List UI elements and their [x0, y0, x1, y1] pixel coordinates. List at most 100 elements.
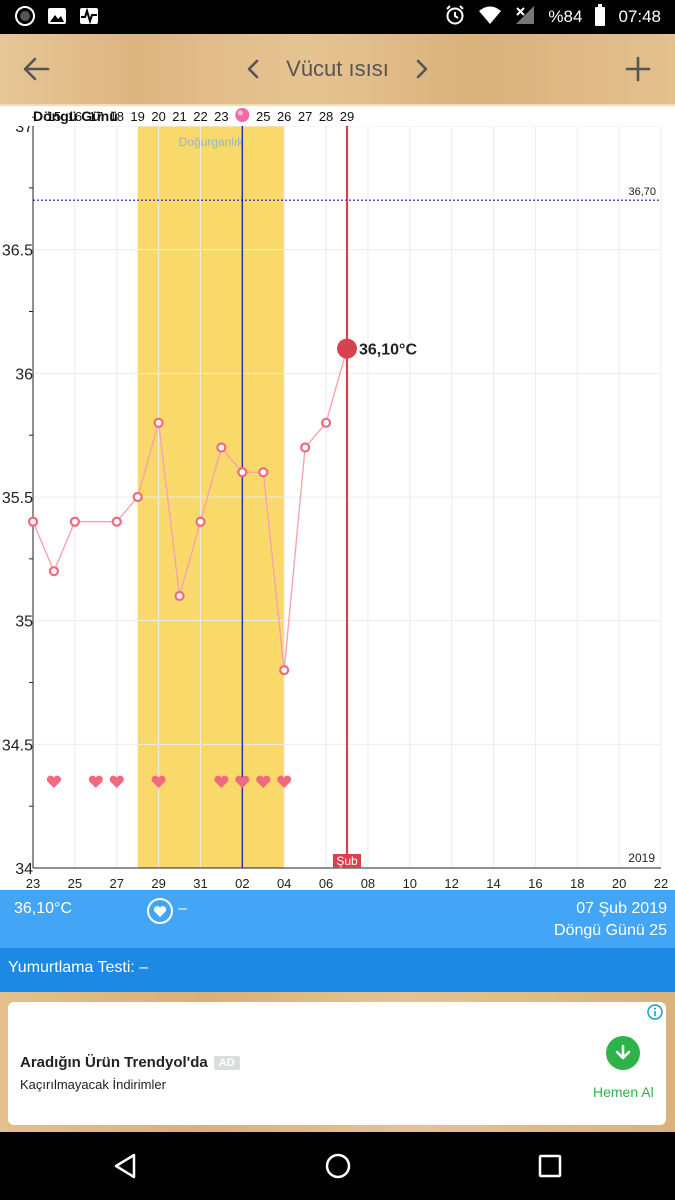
- data-point: [300, 442, 311, 453]
- ad-container: Aradığın Ürün Trendyol'da AD Kaçırılmayac…: [0, 992, 675, 1132]
- ad-title[interactable]: Aradığın Ürün Trendyol'da AD: [20, 1054, 240, 1071]
- activity-icon: [78, 5, 100, 27]
- x-tick-label: 31: [193, 876, 207, 890]
- selected-data-point: [337, 338, 357, 359]
- fertility-label: Doğurganlık: [179, 135, 245, 149]
- x-tick-label: 04: [277, 876, 291, 890]
- data-point: [279, 665, 290, 676]
- y-tick-label: 36.5: [2, 243, 33, 260]
- battery-icon: [594, 3, 606, 31]
- x-tick-label: 14: [486, 876, 500, 890]
- year-label: 2019: [628, 851, 655, 865]
- clock: 07:48: [618, 7, 661, 26]
- selected-date: 07 Şub 2019: [576, 900, 667, 917]
- cycle-day-number: 23: [214, 109, 228, 124]
- data-point: [69, 516, 80, 527]
- cycle-day-number: 18: [109, 109, 123, 124]
- heart-icon[interactable]: [147, 898, 173, 924]
- ad-title-text: Aradığın Ürün Trendyol'da: [20, 1054, 208, 1071]
- ad-badge: AD: [213, 1056, 240, 1071]
- cycle-day-number: 29: [340, 109, 354, 124]
- temperature-chart[interactable]: Doğurganlık 37 36.5 36 35.5 35 34.5 34 23 25 27 29…: [0, 106, 675, 891]
- toolbar: Vücut ısısı: [0, 34, 675, 107]
- x-tick-label: 22: [654, 876, 668, 890]
- cycle-day-number: 17: [89, 109, 103, 124]
- recents-square-icon[interactable]: [536, 1152, 564, 1180]
- wifi-icon: [478, 5, 502, 30]
- data-point: [132, 491, 143, 503]
- cycle-day: Döngü Günü 25: [554, 922, 667, 939]
- data-point: [237, 467, 248, 478]
- cycle-day-number: 20: [151, 109, 165, 124]
- chevron-right-icon[interactable]: [413, 57, 431, 81]
- x-tick-label: 06: [319, 876, 333, 890]
- x-tick-label: 20: [612, 876, 626, 890]
- cycle-day-number: 27: [298, 109, 312, 124]
- x-tick-label: 25: [68, 876, 82, 890]
- temperature-value: 36,10°C: [14, 900, 72, 917]
- intercourse-value: –: [178, 900, 187, 917]
- selected-temp-label: 36,10°C: [359, 342, 417, 359]
- home-circle-icon[interactable]: [324, 1152, 352, 1180]
- battery-text: %84: [548, 7, 583, 26]
- info-icon[interactable]: [647, 1004, 663, 1020]
- month-marker: Şub: [336, 854, 358, 868]
- ovulation-egg-highlight: [237, 110, 243, 116]
- data-point: [216, 442, 227, 453]
- y-tick-label: 36: [15, 366, 33, 383]
- plus-icon[interactable]: [621, 52, 655, 86]
- x-tick-label: 16: [528, 876, 542, 890]
- cycle-row-bg: [0, 106, 675, 126]
- day-info-bar[interactable]: 36,10°C – 07 Şub 2019 Döngü Günü 25: [0, 890, 675, 948]
- data-point: [320, 417, 332, 428]
- ad-banner[interactable]: Aradığın Ürün Trendyol'da AD Kaçırılmayac…: [8, 1002, 666, 1125]
- cycle-day-number: 21: [172, 109, 186, 124]
- ad-cta-button[interactable]: Hemen Al: [593, 1084, 654, 1100]
- ovulation-test-bar[interactable]: Yumurtlama Testi: –: [0, 948, 675, 992]
- arrow-left-icon[interactable]: [20, 52, 54, 86]
- page-title: Vücut ısısı: [286, 56, 389, 81]
- month-marker-bg: [333, 854, 361, 868]
- cycle-day-number: 15: [47, 109, 61, 124]
- ovulation-test-label: Yumurtlama Testi: –: [8, 959, 149, 976]
- heart-icon: [109, 775, 124, 788]
- heart-icon: [46, 775, 61, 788]
- x-tick-label: 23: [26, 876, 40, 890]
- cycle-day-number: 28: [319, 109, 333, 124]
- heart-icon: [235, 775, 250, 788]
- data-point: [174, 590, 185, 602]
- status-bar: %84 07:48: [0, 0, 675, 34]
- data-point: [153, 417, 164, 428]
- back-triangle-icon[interactable]: [112, 1152, 140, 1180]
- threshold-label: 36,70: [628, 186, 656, 198]
- chevron-left-icon[interactable]: [244, 57, 262, 81]
- heart-icon: [88, 775, 103, 788]
- y-tick-label: 35.5: [2, 490, 33, 507]
- heart-icon: [277, 775, 292, 788]
- cycle-day-number: 22: [193, 109, 207, 124]
- data-point: [195, 516, 206, 527]
- alarm-icon: [444, 4, 466, 31]
- cycle-day-number-clipped: ·: [31, 109, 35, 124]
- x-tick-label: 27: [109, 876, 123, 890]
- heart-icon: [256, 775, 271, 788]
- x-tick-label: 29: [151, 876, 165, 890]
- x-tick-label: 02: [235, 876, 249, 890]
- ad-subtitle: Kaçırılmayacak İndirimler: [20, 1077, 166, 1092]
- heart-icon: [151, 775, 166, 788]
- y-tick-label: 34.5: [2, 737, 33, 754]
- notification-icon: [14, 5, 36, 27]
- cycle-day-number: 26: [277, 109, 291, 124]
- download-icon[interactable]: [606, 1036, 640, 1070]
- data-point: [258, 467, 269, 478]
- system-nav-bar: [0, 1132, 675, 1200]
- heart-icon: [214, 775, 229, 788]
- cycle-day-number: 19: [130, 109, 144, 124]
- signal-off-icon: [514, 5, 536, 30]
- cycle-day-label: Döngü Günü: [33, 108, 118, 124]
- x-tick-label: 10: [403, 876, 417, 890]
- data-point: [48, 566, 60, 577]
- x-tick-label: 08: [361, 876, 375, 890]
- data-point: [27, 516, 39, 527]
